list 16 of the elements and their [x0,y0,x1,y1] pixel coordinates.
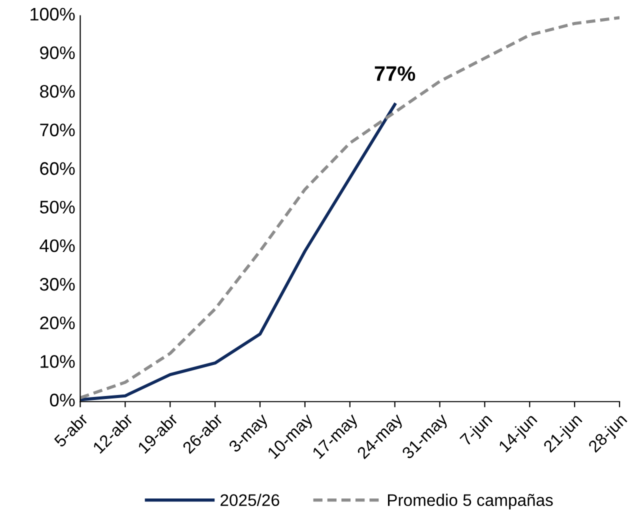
y-tick-label: 30% [40,278,75,291]
y-tick-label: 90% [40,46,75,60]
y-tick-label: 80% [40,84,75,98]
y-tick-label: 10% [40,355,75,368]
legend-label: Promedio 5 campañas [388,494,553,510]
line-series [80,16,620,400]
legend-label: 2025/26 [220,494,280,506]
annotation: 77% [374,66,416,81]
y-tick-label: 70% [40,124,75,136]
y-tick-label: 40% [40,239,75,252]
y-tick-label: 100% [30,8,75,21]
y-tick-label: 60% [40,162,75,175]
y-tick-label: 20% [40,316,75,330]
line-series [80,102,396,402]
y-tick-label: 50% [40,200,75,214]
y-tick-label: 0% [50,394,75,406]
